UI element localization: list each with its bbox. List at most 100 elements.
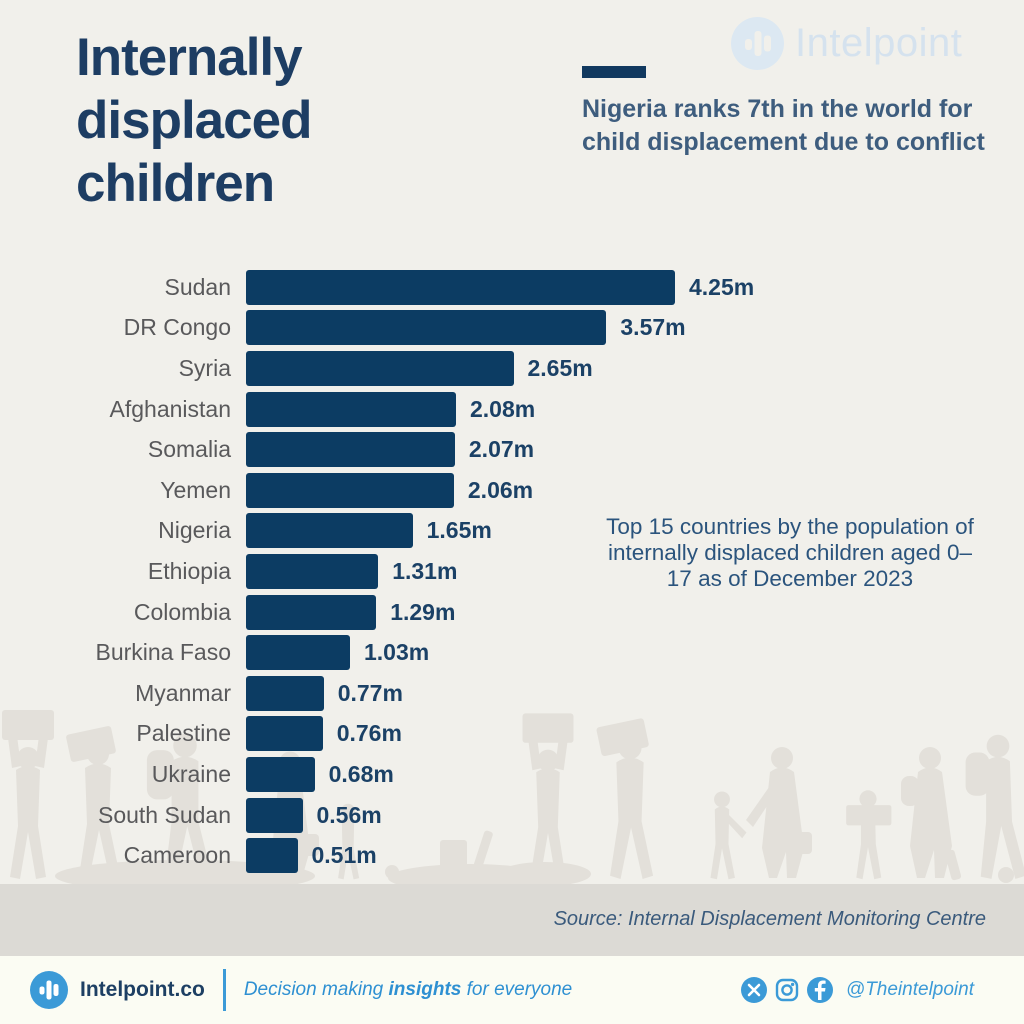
bar (246, 635, 350, 671)
bar (246, 756, 315, 792)
bar-value-label: 0.77m (337, 679, 403, 706)
bar-row: Syria 2.65m (0, 348, 1024, 389)
bar-area: 1.31m (246, 553, 458, 589)
bar-row: South Sudan 0.56m (0, 795, 1024, 836)
bar (246, 472, 454, 508)
bar-area: 3.57m (246, 310, 686, 346)
page-title: Internally displaced children (76, 28, 312, 213)
callout-text: Nigeria ranks 7th in the world for child… (582, 95, 985, 156)
bar-area: 2.08m (246, 391, 536, 427)
bar-value-label: 2.07m (468, 436, 535, 463)
bar-row: Afghanistan 2.08m (0, 389, 1024, 430)
bar-area: 0.51m (246, 838, 377, 874)
bar-row: Yemen 2.06m (0, 470, 1024, 511)
bar-category-label: Sudan (164, 273, 231, 300)
bar-row: Myanmar 0.77m (0, 673, 1024, 714)
bar-row: Burkina Faso 1.03m (0, 632, 1024, 673)
bar (246, 797, 303, 833)
intelpoint-logo-icon (731, 17, 784, 70)
footer-social-block: @Theintelpoint (740, 977, 974, 1003)
bar-area: 1.29m (246, 594, 455, 630)
bar (246, 350, 514, 386)
bar-row: Ukraine 0.68m (0, 754, 1024, 795)
bar-category-label: Ukraine (151, 760, 231, 787)
refugees-silhouette-graphic (2, 710, 1024, 886)
callout-accent-bar (582, 66, 646, 78)
bar-value-label: 0.76m (336, 720, 402, 747)
footer-tagline: Decision making insights for everyone (244, 979, 572, 1001)
bar-row: Palestine 0.76m (0, 714, 1024, 755)
bar-category-label: Afghanistan (109, 395, 231, 422)
bar (246, 838, 298, 874)
bar-value-label: 1.65m (426, 517, 492, 544)
bar (246, 675, 324, 711)
bar-category-label: Syria (178, 354, 231, 381)
bar-row: Cameroon 0.51m (0, 835, 1024, 876)
bar-category-label: Ethiopia (147, 557, 231, 584)
bar (246, 553, 379, 589)
bar-value-label: 2.65m (527, 354, 593, 381)
footer-brand-name: Intelpoint.co (80, 978, 205, 1001)
bar-area: 0.76m (246, 716, 402, 752)
bar-row: Colombia 1.29m (0, 592, 1024, 633)
bottom-strip (0, 884, 1024, 956)
bar (246, 391, 456, 427)
chart-annotation: Top 15 countries by the population of in… (606, 514, 974, 591)
bar-value-label: 2.08m (470, 395, 536, 422)
bar-value-label: 1.31m (392, 557, 458, 584)
bar (246, 269, 675, 305)
bar-row: Nigeria 1.65m (0, 511, 1024, 552)
bar-area: 2.65m (246, 350, 593, 386)
bar (246, 716, 323, 752)
bar-area: 1.65m (246, 513, 492, 549)
footer: Intelpoint.co Decision making insights f… (0, 956, 1024, 1024)
bar-row: Somalia 2.07m (0, 429, 1024, 470)
bar-category-label: Cameroon (123, 842, 231, 869)
tagline-prefix: Decision making (243, 979, 389, 1000)
brand-watermark-label: Intelpoint (795, 21, 963, 65)
intelpoint-footer-logo-icon (30, 971, 68, 1009)
bar-value-label: 0.51m (311, 842, 377, 869)
instagram-icon (775, 978, 799, 1002)
bar-chart: Sudan 4.25m DR Congo 3.57m Syria 2.65m A… (0, 267, 1024, 876)
bar-category-label: Myanmar (135, 679, 231, 706)
bar (246, 432, 455, 468)
footer-brand-block: Intelpoint.co Decision making insights f… (30, 969, 572, 1011)
bar-value-label: 0.56m (316, 801, 382, 828)
x-icon (740, 977, 767, 1003)
bar (246, 310, 607, 346)
brand-watermark: Intelpoint (731, 17, 962, 70)
bar-category-label: Yemen (160, 476, 231, 503)
bar-value-label: 2.06m (467, 476, 534, 503)
social-handle: @Theintelpoint (845, 979, 974, 1000)
bar-value-label: 4.25m (689, 273, 755, 300)
bar-area: 4.25m (246, 269, 755, 305)
bar-value-label: 1.03m (364, 639, 430, 666)
footer-divider (222, 969, 226, 1011)
bar-row: Sudan 4.25m (0, 267, 1024, 308)
bar-row: DR Congo 3.57m (0, 308, 1024, 349)
bar-row: Ethiopia 1.31m (0, 551, 1024, 592)
bar-category-label: DR Congo (123, 314, 231, 341)
bar (246, 594, 377, 630)
bar (246, 513, 413, 549)
bar-category-label: Nigeria (158, 517, 231, 544)
bar-category-label: South Sudan (97, 801, 231, 828)
bar-value-label: 0.68m (328, 760, 394, 787)
bar-category-label: Burkina Faso (95, 639, 231, 666)
bar-value-label: 3.57m (620, 314, 686, 341)
facebook-icon (806, 977, 833, 1003)
tagline-suffix: for everyone (461, 979, 573, 1000)
bar-area: 2.06m (246, 472, 534, 508)
bar-area: 0.77m (246, 675, 403, 711)
bar-area: 0.56m (246, 797, 382, 833)
bar-category-label: Somalia (147, 436, 231, 463)
tagline-bold: insights (388, 979, 462, 1000)
bar-area: 0.68m (246, 756, 394, 792)
source-text: Source: Internal Displacement Monitoring… (553, 908, 986, 930)
bar-area: 2.07m (246, 432, 535, 468)
bar-area: 1.03m (246, 635, 430, 671)
bar-category-label: Palestine (136, 720, 231, 747)
bar-category-label: Colombia (133, 598, 231, 625)
